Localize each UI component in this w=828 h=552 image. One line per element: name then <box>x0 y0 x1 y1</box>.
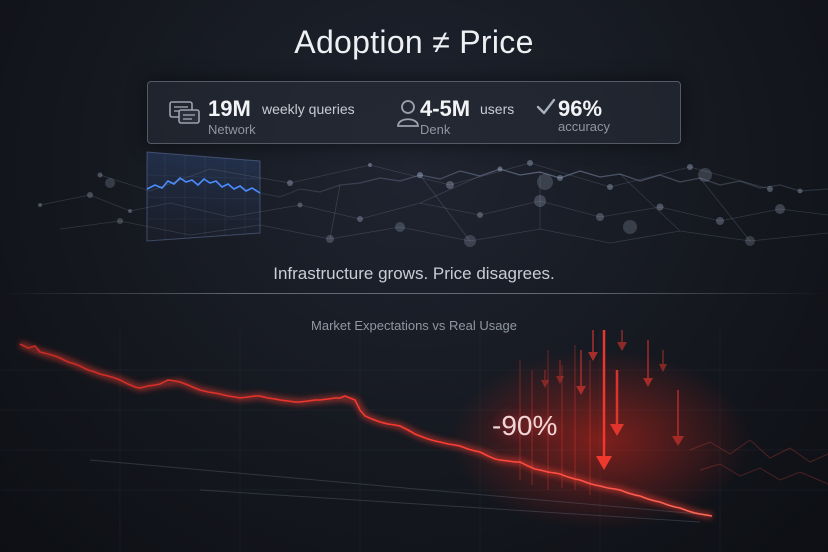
arrow-down-icon <box>596 330 612 470</box>
arrow-down-icon <box>672 390 684 446</box>
stats-panel: 19M weekly queries Network 4-5M users De… <box>147 81 681 144</box>
section-divider <box>0 293 828 294</box>
check-icon <box>536 98 556 115</box>
arrow-down-icon <box>556 360 564 384</box>
stat-accuracy: 96% accuracy <box>534 82 674 143</box>
chart-title: Market Expectations vs Real Usage <box>311 318 517 333</box>
stat-sublabel: Denk <box>420 122 451 137</box>
price-decline-chart <box>0 330 828 552</box>
decline-callout: -90% <box>492 410 558 441</box>
arrow-down-icon <box>610 370 624 436</box>
arrow-down-icon <box>588 330 598 361</box>
down-arrows <box>541 330 684 470</box>
stat-users: 4-5M users Denk <box>388 82 538 143</box>
arrow-down-icon <box>541 370 549 388</box>
stat-weekly-queries: 19M weekly queries Network <box>148 82 355 143</box>
stat-unit: weekly queries <box>262 101 355 117</box>
stat-value: 19M <box>208 96 251 121</box>
stat-value: 4-5M <box>420 96 471 121</box>
tagline: Infrastructure grows. Price disagrees. <box>273 264 555 283</box>
growth-line <box>146 176 261 194</box>
arrow-down-icon <box>659 350 667 372</box>
stat-value: 96% <box>558 96 603 121</box>
stat-unit: users <box>480 101 515 117</box>
stat-sublabel: Network <box>208 122 256 137</box>
arrow-down-icon <box>643 340 653 387</box>
network-visualization <box>38 151 828 247</box>
growth-panel <box>146 151 261 242</box>
page-title: Adoption ≠ Price <box>294 24 534 60</box>
stat-sublabel: accuracy <box>558 119 611 134</box>
arrow-down-icon <box>576 350 586 395</box>
price-line <box>19 343 713 517</box>
user-icon <box>397 100 419 127</box>
chat-icon <box>169 101 200 124</box>
arrow-down-icon <box>617 330 627 351</box>
